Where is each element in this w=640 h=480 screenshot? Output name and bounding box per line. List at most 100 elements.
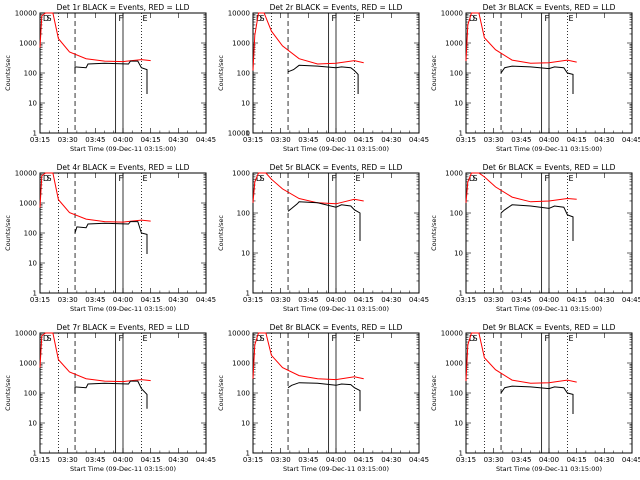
x-tick-label: 04:00 [539, 296, 559, 304]
x-tick-label: 04:45 [409, 136, 429, 144]
y-tick-label: 1 [459, 450, 463, 458]
y-tick-label: 1 [33, 450, 37, 458]
y-axis-label: Counts/sec [430, 375, 438, 411]
x-tick-label: 04:15 [567, 456, 587, 464]
series-events [287, 382, 361, 412]
y-tick-label: 100 [237, 70, 250, 78]
series-lld [252, 172, 364, 205]
x-tick-label: 04:00 [326, 296, 346, 304]
y-axis-label: Counts/sec [430, 215, 438, 251]
x-axis-label: Start Time (09-Dec-11 03:15:00) [283, 145, 389, 153]
y-tick-label: 1 [246, 130, 250, 138]
x-axis-label: Start Time (09-Dec-11 03:15:00) [283, 305, 389, 313]
chart-title: Det 1r BLACK = Events, RED = LLD [57, 3, 190, 12]
x-tick-label: 03:15 [456, 456, 476, 464]
y-tick-label: 100 [237, 210, 250, 218]
x-tick-label: 03:30 [271, 456, 291, 464]
y-tick-label: 10000 [228, 330, 250, 338]
x-tick-label: 04:00 [326, 456, 346, 464]
series-lld [39, 332, 151, 383]
marker-f: F [118, 14, 123, 23]
marker-f: F [331, 14, 336, 23]
y-tick-label: 10 [454, 420, 463, 428]
series-events [74, 60, 148, 94]
chart-panel-8: Det 8r BLACK = Events, RED = LLD 1 10 100 10… [217, 323, 429, 473]
x-tick-label: 03:45 [85, 136, 105, 144]
y-tick-label: 1 [459, 290, 463, 298]
y-tick-label: 10000 [441, 330, 463, 338]
y-axis-label: Counts/sec [217, 375, 225, 411]
y-tick-label: 10000 [15, 330, 37, 338]
x-tick-label: 04:45 [196, 456, 216, 464]
y-tick-label: 10 [241, 420, 250, 428]
x-tick-label: 04:30 [168, 136, 188, 144]
x-tick-label: 03:30 [484, 456, 504, 464]
marker-f: F [118, 174, 123, 183]
x-tick-label: 04:15 [141, 456, 161, 464]
x-tick-label: 03:30 [58, 136, 78, 144]
x-tick-label: 04:45 [622, 136, 640, 144]
marker-s: S [260, 14, 265, 23]
x-tick-label: 03:30 [484, 136, 504, 144]
chart-panel-2: Det 2r BLACK = Events, RED = LLD 1 10 100 10… [217, 3, 429, 153]
x-tick-label: 04:00 [113, 296, 133, 304]
x-tick-label: 04:15 [567, 136, 587, 144]
series-lld [465, 12, 577, 64]
y-tick-label: 1000 [445, 360, 463, 368]
x-tick-label: 03:30 [271, 136, 291, 144]
x-tick-label: 03:45 [85, 456, 105, 464]
chart-panel-4: Det 4r BLACK = Events, RED = LLD 1 10 100 10… [4, 163, 216, 313]
y-tick-label: 10 [454, 100, 463, 108]
x-tick-label: 03:30 [58, 296, 78, 304]
x-tick-label: 03:15 [456, 296, 476, 304]
marker-e: E [142, 174, 147, 183]
x-tick-label: 04:30 [381, 296, 401, 304]
y-tick-label: 1000 [445, 40, 463, 48]
x-tick-label: 04:15 [354, 136, 374, 144]
x-tick-label: 04:30 [381, 136, 401, 144]
x-tick-label: 04:45 [622, 456, 640, 464]
y-tick-label: 1000 [232, 360, 250, 368]
x-tick-label: 03:45 [298, 456, 318, 464]
marker-f: F [331, 174, 336, 183]
marker-f: F [544, 174, 549, 183]
x-tick-label: 04:15 [354, 456, 374, 464]
chart-title: Det 6r BLACK = Events, RED = LLD [483, 163, 616, 172]
x-tick-label: 04:00 [539, 456, 559, 464]
y-tick-label: 10 [241, 250, 250, 258]
marker-e: E [568, 14, 573, 23]
marker-d: D [43, 334, 49, 343]
y-tick-label: 1000 [19, 200, 37, 208]
marker-s: S [47, 174, 52, 183]
chart-title: Det 9r BLACK = Events, RED = LLD [483, 323, 616, 332]
x-tick-label: 04:30 [168, 296, 188, 304]
x-tick-label: 04:30 [381, 456, 401, 464]
marker-s: S [473, 174, 478, 183]
y-tick-label: 1000 [232, 170, 250, 178]
x-axis-label: Start Time (09-Dec-11 03:15:00) [283, 465, 389, 473]
chart-panel-6: Det 6r BLACK = Events, RED = LLD 1 10 100 10… [430, 163, 640, 313]
series-events [74, 221, 148, 254]
y-tick-label: 10000 [228, 10, 250, 18]
marker-d: D [469, 334, 475, 343]
x-tick-label: 04:45 [196, 296, 216, 304]
series-lld [465, 332, 577, 384]
series-lld [39, 172, 151, 223]
marker-s: S [47, 14, 52, 23]
x-tick-label: 03:45 [85, 296, 105, 304]
y-tick-label: 10000 [15, 10, 37, 18]
y-tick-label: 1 [33, 130, 37, 138]
chart-panel-3: Det 3r BLACK = Events, RED = LLD 1 10 100 10… [430, 3, 640, 153]
y-tick-label: 10 [28, 420, 37, 428]
x-tick-label: 04:00 [326, 136, 346, 144]
y-tick-label: 10000 [228, 130, 250, 138]
x-tick-label: 03:45 [511, 296, 531, 304]
x-tick-label: 03:15 [243, 456, 263, 464]
series-events [287, 64, 359, 94]
y-tick-label: 1000 [19, 360, 37, 368]
y-tick-label: 100 [450, 390, 463, 398]
y-axis-label: Counts/sec [217, 55, 225, 91]
x-axis-label: Start Time (09-Dec-11 03:15:00) [70, 305, 176, 313]
y-axis-label: Counts/sec [4, 375, 12, 411]
